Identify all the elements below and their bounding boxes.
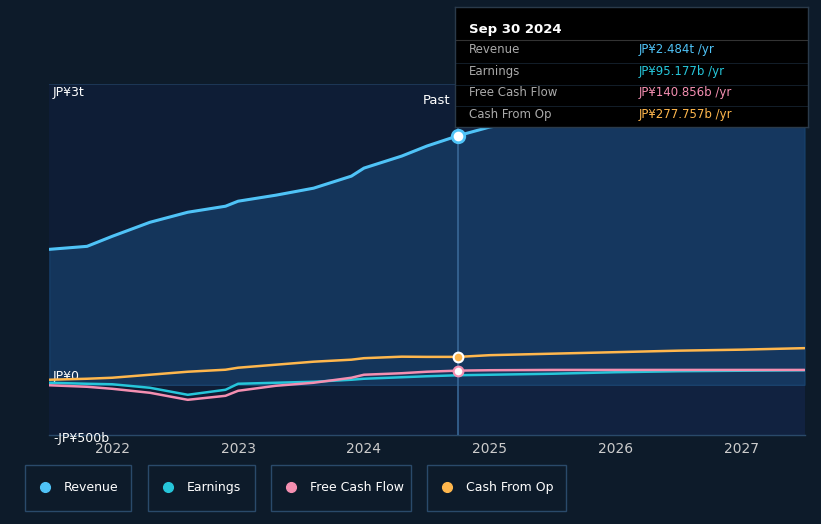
Text: JP¥140.856b /yr: JP¥140.856b /yr bbox=[639, 86, 732, 99]
Bar bbox=[458, 84, 805, 435]
Text: JP¥95.177b /yr: JP¥95.177b /yr bbox=[639, 64, 725, 78]
Text: JP¥277.757b /yr: JP¥277.757b /yr bbox=[639, 108, 732, 121]
Text: Revenue: Revenue bbox=[64, 481, 119, 494]
Text: -JP¥500b: -JP¥500b bbox=[53, 432, 109, 445]
Text: Revenue: Revenue bbox=[469, 43, 521, 56]
Text: JP¥0: JP¥0 bbox=[53, 370, 80, 383]
Bar bbox=[49, 84, 458, 435]
Text: Analysts Forecasts: Analysts Forecasts bbox=[466, 94, 589, 107]
Text: Free Cash Flow: Free Cash Flow bbox=[469, 86, 557, 99]
Text: JP¥3t: JP¥3t bbox=[53, 86, 85, 99]
Text: JP¥2.484t /yr: JP¥2.484t /yr bbox=[639, 43, 714, 56]
Text: Cash From Op: Cash From Op bbox=[466, 481, 554, 494]
Text: Free Cash Flow: Free Cash Flow bbox=[310, 481, 404, 494]
Text: Past: Past bbox=[423, 94, 451, 107]
Text: Cash From Op: Cash From Op bbox=[469, 108, 552, 121]
Text: Sep 30 2024: Sep 30 2024 bbox=[469, 23, 562, 36]
Text: Earnings: Earnings bbox=[469, 64, 521, 78]
Text: Earnings: Earnings bbox=[187, 481, 241, 494]
